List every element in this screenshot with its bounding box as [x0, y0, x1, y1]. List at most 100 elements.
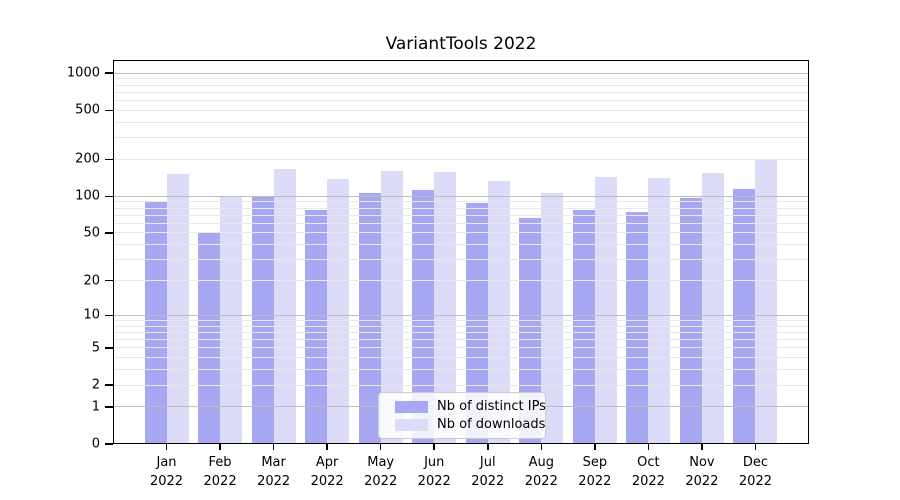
- minor-gridline: [113, 331, 809, 333]
- bar-downloads-jan: [166, 174, 189, 444]
- bar-downloads-nov: [701, 173, 724, 444]
- month-label: Jul: [479, 455, 496, 470]
- month-label: Nov: [689, 455, 715, 470]
- plot-area: Nb of distinct IPs Nb of downloads 0 1 2 5 1…: [67, 60, 809, 489]
- minor-gridline: [113, 339, 809, 341]
- y-tick: [105, 279, 113, 282]
- x-tick-label-jan: Jan 2022: [150, 454, 183, 492]
- y-tick-label: 2: [91, 377, 100, 393]
- y-tick-label: 0: [91, 436, 100, 452]
- minor-gridline: [113, 91, 809, 93]
- major-gridline: [113, 72, 809, 74]
- y-tick-label: 1000: [66, 65, 100, 81]
- bar-downloads-jul: [487, 180, 510, 444]
- year-label: 2022: [417, 473, 451, 489]
- x-tick: [433, 444, 435, 450]
- y-tick: [105, 72, 113, 74]
- minor-gridline: [113, 84, 809, 86]
- bar-downloads-sep: [594, 176, 617, 444]
- month-label: Dec: [742, 455, 769, 470]
- x-tick: [594, 444, 596, 450]
- x-tick-label-mar: Mar 2022: [257, 454, 290, 492]
- minor-gridline: [113, 121, 809, 123]
- legend-label-distinct-ips: Nb of distinct IPs: [437, 399, 546, 414]
- year-label: 2022: [149, 473, 184, 489]
- x-tick-label-sep: Sep 2022: [578, 454, 611, 492]
- year-label: 2022: [257, 473, 291, 489]
- x-tick: [540, 444, 543, 450]
- minor-gridline: [113, 100, 809, 102]
- y-tick-label: 5: [91, 340, 100, 356]
- year-label: 2022: [631, 473, 665, 489]
- bar-downloads-aug: [541, 193, 564, 444]
- y-tick: [105, 406, 113, 408]
- legend-label-downloads: Nb of downloads: [437, 417, 546, 432]
- bar-distinct-ips-aug: [519, 217, 542, 444]
- legend-item-downloads: Nb of downloads: [395, 417, 545, 432]
- major-gridline: [113, 195, 809, 197]
- x-tick: [219, 444, 221, 450]
- bar-distinct-ips-may: [358, 193, 381, 444]
- year-label: 2022: [524, 473, 558, 489]
- minor-gridline: [113, 201, 809, 203]
- year-label: 2022: [310, 473, 344, 489]
- x-tick: [272, 444, 275, 450]
- y-tick: [105, 109, 113, 112]
- minor-gridline: [113, 325, 809, 327]
- minor-gridline: [113, 347, 809, 349]
- y-tick-label: 100: [75, 188, 100, 204]
- bar-distinct-ips-oct: [626, 212, 649, 444]
- bar-downloads-oct: [648, 177, 671, 444]
- bar-distinct-ips-jun: [412, 189, 435, 444]
- month-label: Sep: [582, 455, 608, 470]
- y-tick-label: 20: [83, 273, 100, 289]
- bar-downloads-dec: [755, 159, 778, 444]
- year-label: 2022: [203, 473, 237, 489]
- legend-swatch-downloads: [395, 418, 428, 431]
- bar-distinct-ips-apr: [305, 210, 328, 444]
- y-tick-label: 200: [75, 151, 100, 167]
- y-tick-label: 50: [83, 225, 100, 241]
- minor-gridline: [113, 78, 809, 80]
- minor-gridline: [113, 158, 809, 160]
- year-label: 2022: [685, 473, 719, 489]
- x-tick: [487, 444, 489, 450]
- bar-downloads-jun: [434, 171, 457, 444]
- y-tick: [105, 314, 113, 317]
- x-tick: [379, 444, 382, 450]
- y-tick: [105, 232, 113, 234]
- legend-swatch-distinct-ips: [395, 400, 428, 413]
- y-tick-label: 1: [91, 399, 100, 415]
- x-tick-label-jun: Jun 2022: [418, 454, 451, 492]
- bar-distinct-ips-jul: [465, 203, 488, 444]
- y-tick: [105, 443, 113, 445]
- month-label: Jan: [156, 455, 177, 470]
- month-label: Oct: [637, 455, 660, 470]
- x-tick: [754, 444, 757, 450]
- y-tick-label: 10: [83, 307, 100, 323]
- minor-gridline: [113, 222, 809, 224]
- minor-gridline: [113, 369, 809, 371]
- year-label: 2022: [471, 473, 505, 489]
- x-tick-label-aug: Aug 2022: [525, 454, 558, 492]
- year-label: 2022: [364, 473, 398, 489]
- minor-gridline: [113, 137, 809, 139]
- y-tick: [105, 158, 113, 161]
- month-label: May: [367, 455, 395, 470]
- minor-gridline: [113, 384, 809, 386]
- bar-distinct-ips-jan: [144, 201, 167, 444]
- month-label: Jun: [424, 455, 445, 470]
- bar-distinct-ips-dec: [733, 189, 756, 444]
- minor-gridline: [113, 244, 809, 246]
- minor-gridline: [113, 280, 809, 282]
- year-label: 2022: [578, 473, 612, 489]
- year-label: 2022: [738, 473, 772, 489]
- bar-distinct-ips-mar: [251, 195, 274, 444]
- month-label: Mar: [261, 455, 286, 470]
- month-label: Apr: [315, 455, 339, 470]
- x-tick: [326, 444, 328, 450]
- minor-gridline: [113, 232, 809, 234]
- y-tick-label: 500: [75, 102, 100, 118]
- minor-gridline: [113, 207, 809, 209]
